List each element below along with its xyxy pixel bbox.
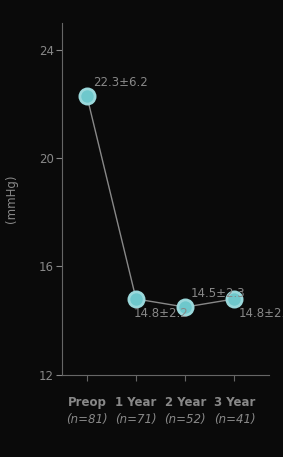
- Text: Preop: Preop: [67, 396, 106, 409]
- Text: 2 Year: 2 Year: [164, 396, 206, 409]
- Text: (n=71): (n=71): [115, 413, 157, 425]
- Point: [134, 295, 138, 303]
- Point: [183, 303, 188, 311]
- Text: (n=41): (n=41): [214, 413, 255, 425]
- Text: 14.8±2.2: 14.8±2.2: [134, 308, 188, 320]
- Text: 14.5±2.3: 14.5±2.3: [191, 287, 246, 300]
- Text: Mean IOP
(mmHg): Mean IOP (mmHg): [0, 171, 18, 227]
- Text: (n=81): (n=81): [66, 413, 108, 425]
- Text: 3 Year: 3 Year: [214, 396, 255, 409]
- Point: [85, 92, 89, 100]
- Text: 14.8±2.2: 14.8±2.2: [238, 308, 283, 320]
- Text: 22.3±6.2: 22.3±6.2: [93, 76, 147, 89]
- Point: [232, 295, 237, 303]
- Text: (n=52): (n=52): [164, 413, 206, 425]
- Text: 1 Year: 1 Year: [115, 396, 157, 409]
